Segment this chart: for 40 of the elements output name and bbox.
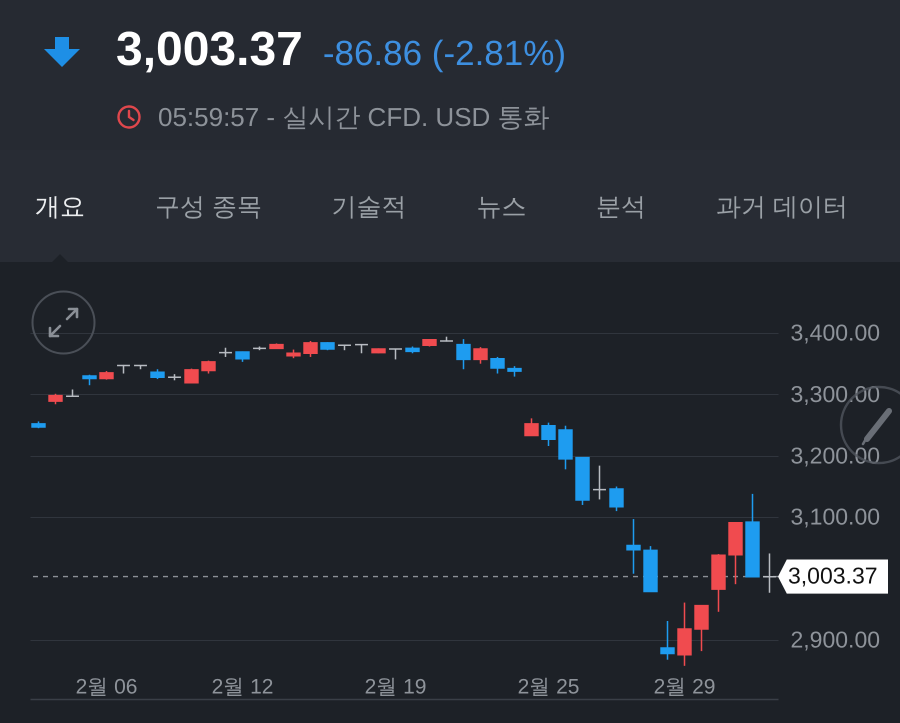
x-tick-label: 2월 25 <box>518 676 580 698</box>
candlestick <box>354 344 369 354</box>
candlestick <box>48 393 63 405</box>
x-tick-label: 2월 06 <box>76 676 138 698</box>
chart-subtitle: -86.86 (-2.81%) <box>322 34 566 74</box>
ref-line-label: 3,003.37 <box>788 562 878 589</box>
candlestick <box>592 464 607 500</box>
candlestick <box>184 368 199 384</box>
text: 05:59:57 - 실시간 CFD. USD 통화 <box>158 101 550 134</box>
text: 기술적 <box>332 192 407 223</box>
candlestick <box>150 368 165 380</box>
text: 분석 <box>596 192 646 223</box>
candlestick <box>660 620 675 660</box>
y-tick-label: 3,200.00 <box>790 442 880 468</box>
candlestick <box>456 338 471 370</box>
candlestick <box>201 360 216 374</box>
candlestick <box>762 552 777 594</box>
y-tick-label: 3,400.00 <box>790 320 880 346</box>
x-tick-label: 2월 12 <box>212 676 274 698</box>
candlestick <box>609 486 624 512</box>
candlestick <box>626 518 641 574</box>
candlestick <box>507 365 522 378</box>
x-tick-label: 2월 19 <box>364 676 426 698</box>
candlestick <box>490 356 505 374</box>
candlestick <box>541 422 556 447</box>
y-tick-label: 3,100.00 <box>790 504 880 530</box>
x-tick-label: 2월 29 <box>654 676 716 698</box>
text: 구성 종목 <box>154 192 262 223</box>
y-tick-label: 3,300.00 <box>790 380 880 407</box>
text: 과거 데이터 <box>716 192 848 223</box>
candlestick <box>218 346 233 358</box>
candlestick <box>388 348 403 360</box>
y-tick-label: 2,900.00 <box>790 626 880 653</box>
chart-title: 3,003.37 <box>116 22 303 77</box>
text: 뉴스 <box>476 192 526 223</box>
text: 개요 <box>35 192 85 223</box>
candlestick <box>303 340 318 358</box>
candlestick <box>524 418 539 436</box>
candlestick <box>694 604 709 652</box>
candlestick <box>473 346 488 364</box>
